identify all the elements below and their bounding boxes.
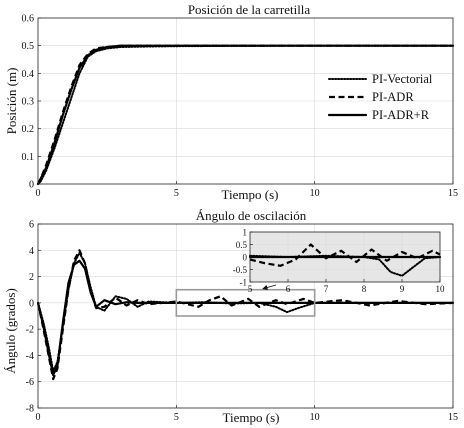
position-chart-series — [36, 44, 455, 186]
bottom-y-tick-label: -4 — [26, 351, 34, 362]
top-x-tick-label: 0 — [36, 188, 41, 199]
position-chart-ticks: 0 5 10 15 0 0.1 0.2 0.3 0.4 0.5 0.6 — [22, 14, 459, 200]
bottom-y-tick-label: -2 — [26, 325, 34, 336]
position-chart-frame — [37, 17, 454, 185]
inset-x-tick-label: 7 — [324, 284, 329, 294]
bottom-x-tick-label: 15 — [448, 412, 458, 423]
bottom-y-tick-label: 6 — [29, 220, 34, 231]
top-y-tick-label: 0.4 — [22, 69, 35, 80]
bottom-series-pi-adr-r — [36, 259, 455, 377]
bottom-y-tick-label: 2 — [29, 272, 34, 283]
position-chart-ylabel: Posición (m) — [4, 68, 19, 135]
inset-y-tick-label: 0 — [243, 253, 248, 263]
legend-label-pi-adr: PI-ADR — [372, 90, 414, 104]
bottom-y-tick-label: 0 — [29, 298, 34, 309]
inset-y-tick-label: -1 — [240, 278, 248, 288]
bottom-y-tick-label: -6 — [26, 377, 34, 388]
top-y-tick-label: 0.1 — [22, 152, 35, 163]
zoom-arrow — [262, 284, 277, 291]
bottom-x-tick-label: 5 — [174, 412, 179, 423]
inset-x-tick-label: 8 — [362, 284, 367, 294]
inset-y-tick-label: 1 — [243, 228, 248, 238]
position-chart-title: Posición de la carretilla — [188, 2, 311, 17]
inset-x-tick-label: 9 — [400, 284, 405, 294]
top-y-tick-label: 0.5 — [22, 41, 35, 52]
top-y-tick-label: 0.6 — [22, 14, 35, 25]
inset-x-tick-label: 6 — [286, 284, 291, 294]
inset-chart-series — [248, 243, 442, 277]
top-y-tick-label: 0.2 — [22, 124, 35, 135]
angle-chart-series — [36, 249, 455, 381]
angle-chart: Ángulo de oscilación Ángulo (grados) Tie… — [3, 208, 458, 425]
inset-chart: 5 6 7 8 9 10 -1 -0.5 0 0.5 1 — [233, 228, 445, 295]
angle-chart-ylabel: Ángulo (grados) — [3, 288, 18, 374]
top-y-tick-label: 0 — [29, 180, 34, 191]
legend-label-pi-vectorial: PI-Vectorial — [372, 72, 433, 86]
inset-y-tick-label: 0.5 — [236, 240, 248, 250]
angle-chart-xlabel: Tiempo (s) — [223, 410, 280, 425]
top-series-pi-adr-r — [36, 44, 455, 186]
top-x-tick-label: 10 — [310, 188, 320, 199]
bottom-y-tick-label: -8 — [26, 404, 34, 415]
bottom-y-tick-label: 4 — [29, 246, 34, 257]
inset-y-tick-label: -0.5 — [233, 265, 248, 275]
bottom-x-tick-label: 0 — [36, 412, 41, 423]
top-x-tick-label: 5 — [174, 188, 179, 199]
angle-chart-frame — [37, 223, 454, 409]
zoom-region-box — [175, 288, 316, 317]
inset-x-tick-label: 5 — [248, 284, 253, 294]
position-chart: Posición de la carretilla Posición (m) T… — [4, 2, 458, 202]
angle-chart-title: Ángulo de oscilación — [196, 208, 307, 223]
top-x-tick-label: 15 — [448, 188, 458, 199]
bottom-x-tick-label: 10 — [310, 412, 320, 423]
bottom-series-pi-adr — [36, 249, 454, 381]
position-chart-legend: PI-Vectorial PI-ADR PI-ADR+R — [327, 72, 433, 122]
position-chart-xlabel: Tiempo (s) — [222, 187, 279, 202]
inset-x-tick-label: 10 — [436, 284, 446, 294]
inset-chart-frame — [249, 231, 441, 283]
top-y-tick-label: 0.3 — [22, 97, 35, 108]
legend-label-pi-adr-r: PI-ADR+R — [372, 108, 430, 122]
